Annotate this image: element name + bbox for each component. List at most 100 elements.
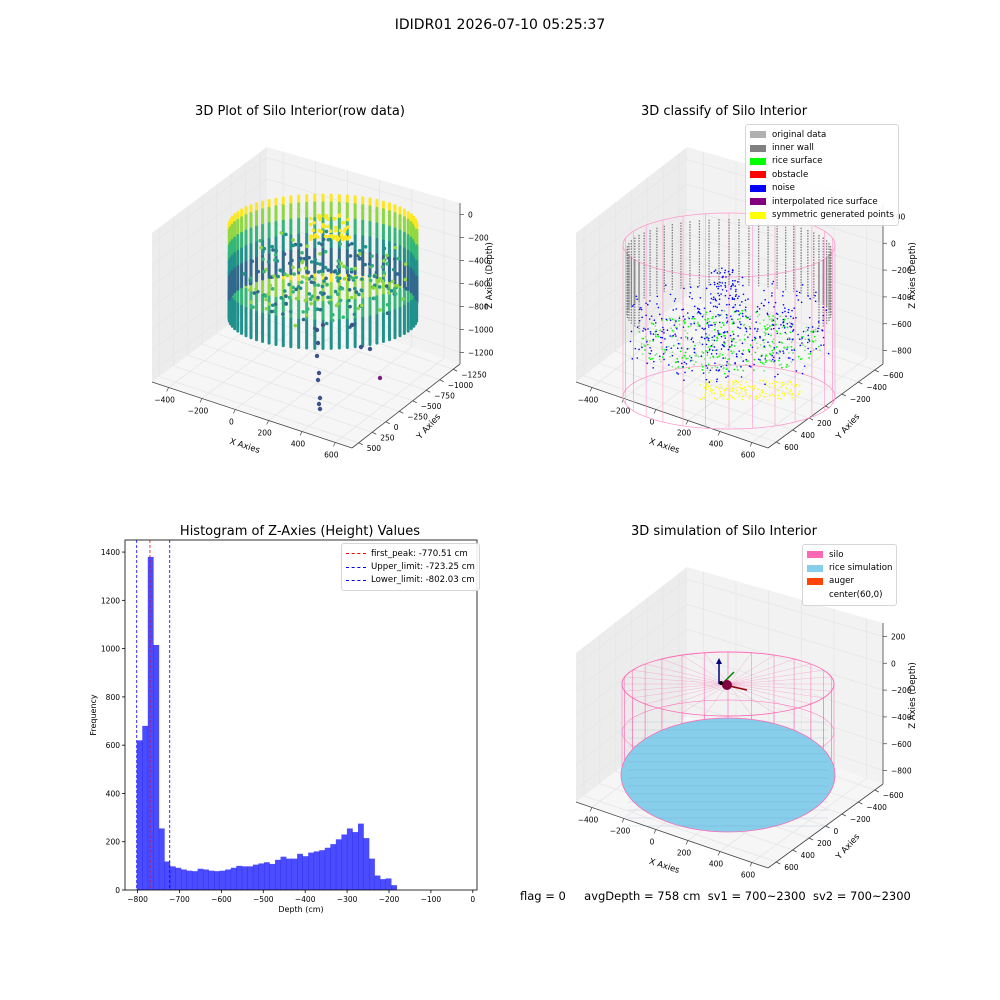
plot2-noise-point [750, 366, 752, 368]
plot1-surface-point [384, 284, 389, 288]
plot2-rice-point [805, 330, 807, 333]
plot2-symmetric-point [794, 385, 797, 387]
plot1-mound-point [316, 235, 320, 239]
plot2-noise-point [652, 333, 655, 335]
plot2-symmetric-point [781, 392, 783, 395]
plot2-rice-point [694, 361, 697, 363]
plot2-rice-point [658, 358, 661, 361]
plot2-symmetric-point [790, 388, 793, 391]
plot1-mound-point [318, 217, 322, 222]
plot2-rice-point [759, 322, 761, 325]
plot2-rice-point [652, 323, 655, 326]
plot2-noise-point [771, 358, 774, 361]
plot2-noise-point [789, 357, 791, 359]
plot2-noise-point [721, 267, 723, 270]
plot1-mound-point [308, 235, 313, 240]
plot1-mound-point [308, 216, 313, 221]
plot2-rice-point [818, 345, 820, 348]
plot2-noise-point [684, 371, 686, 374]
plot2-noise-point [791, 323, 794, 325]
plot2-rice-point [785, 333, 788, 335]
plot3-legend: first_peak: -770.51 cm Upper_limit: -723.… [341, 543, 480, 592]
plot4-silo-roof-wire [727, 669, 824, 685]
plot2-symmetric-point [762, 379, 764, 382]
plot2-rice-point [771, 340, 774, 343]
plot1-surface-point [389, 289, 394, 293]
plot2-symmetric-point [739, 387, 742, 389]
plot2-noise-point [683, 379, 685, 382]
plot2-rice-point [779, 341, 782, 343]
plot2-xtick [685, 420, 689, 425]
plot1-surface-point [305, 244, 309, 248]
plot4-ztick-label: −400 [891, 713, 912, 722]
plot2-noise-point [718, 303, 721, 305]
plot2-noise-point [710, 344, 713, 347]
plot1-ytick [399, 410, 404, 414]
plot2-rice-point [768, 318, 771, 321]
plot4-silo-roof-wire [624, 676, 729, 685]
plot2-rice-point [772, 338, 775, 341]
plot2-rice-point [707, 363, 710, 366]
plot1-surface-point [351, 276, 356, 281]
plot2-rice-point [747, 349, 750, 352]
plot2-noise-point [676, 372, 678, 374]
plot4-ytick [776, 861, 781, 865]
plot2-noise-point [672, 309, 675, 311]
plot2-wire-bottom [622, 364, 836, 430]
plot2-ytick [776, 441, 781, 445]
plot2-noise-point [701, 327, 704, 330]
plot2-symmetric-point [762, 392, 764, 394]
plot2-rice-point [691, 317, 693, 320]
plot2-rice-point [661, 348, 664, 351]
plot2-rice-point [703, 357, 706, 360]
plot4-ygrid [583, 646, 777, 863]
plot1-surface-point [305, 270, 310, 275]
plot1-ytick [385, 421, 390, 425]
plot1-xtick [233, 409, 236, 414]
plot2-noise-point [729, 334, 732, 337]
plot1-surface-point [282, 252, 287, 256]
plot2-rice-point [768, 315, 770, 318]
plot1-surface-point [279, 296, 284, 300]
plot2-rice-point [811, 340, 814, 343]
plot1-surface-point [300, 280, 304, 284]
plot2-noise-point [801, 372, 804, 375]
plot2-symmetric-point [734, 387, 737, 390]
plot4-silo-roof-wire [661, 683, 729, 710]
plot2-noise-point [635, 295, 638, 298]
plot2-rice-point [654, 335, 657, 338]
plot2-noise-point [791, 330, 794, 332]
plot2-xtick-label: −400 [578, 396, 599, 405]
plot1-ytick [372, 431, 377, 435]
plot2-symmetric-point [755, 397, 758, 400]
plot2-rice-point [711, 317, 714, 320]
plot2-noise-point [792, 317, 795, 320]
plot2-noise-point [732, 306, 734, 309]
plot2-noise-point [669, 335, 672, 337]
plot2-rice-point [742, 369, 745, 372]
plot3-ylabel: Frequency [89, 694, 98, 736]
plot2-rice-point [641, 337, 643, 340]
plot2-symmetric-point [744, 388, 746, 391]
plot2-noise-point [633, 303, 635, 306]
plot2-rice-point [802, 335, 805, 338]
plot2-noise-point [748, 350, 751, 353]
plot1-surface-point [316, 270, 321, 274]
plot2-noise-point [742, 315, 744, 318]
plot1-surface-point [342, 276, 347, 281]
legend-label: center(60,0) [829, 589, 883, 600]
plot1-surface-point [289, 309, 293, 314]
plot2-rice-point [781, 326, 784, 329]
plot2-symmetric-point [773, 380, 776, 383]
plot1-surface-point [304, 313, 309, 317]
plot2-noise-point [754, 337, 757, 340]
plot2-noise-point [698, 311, 701, 314]
plot2-xtick-label: 400 [709, 440, 724, 449]
plot1-surface-point [249, 300, 253, 304]
plot2-rice-point [755, 342, 758, 345]
plot2-noise-point [732, 333, 735, 336]
plot2-noise-point [798, 338, 801, 340]
plot2-rice-point [763, 341, 766, 344]
plot1-surface-point [350, 241, 354, 246]
plot1-zlabel: Z Axies (Depth) [485, 242, 495, 309]
